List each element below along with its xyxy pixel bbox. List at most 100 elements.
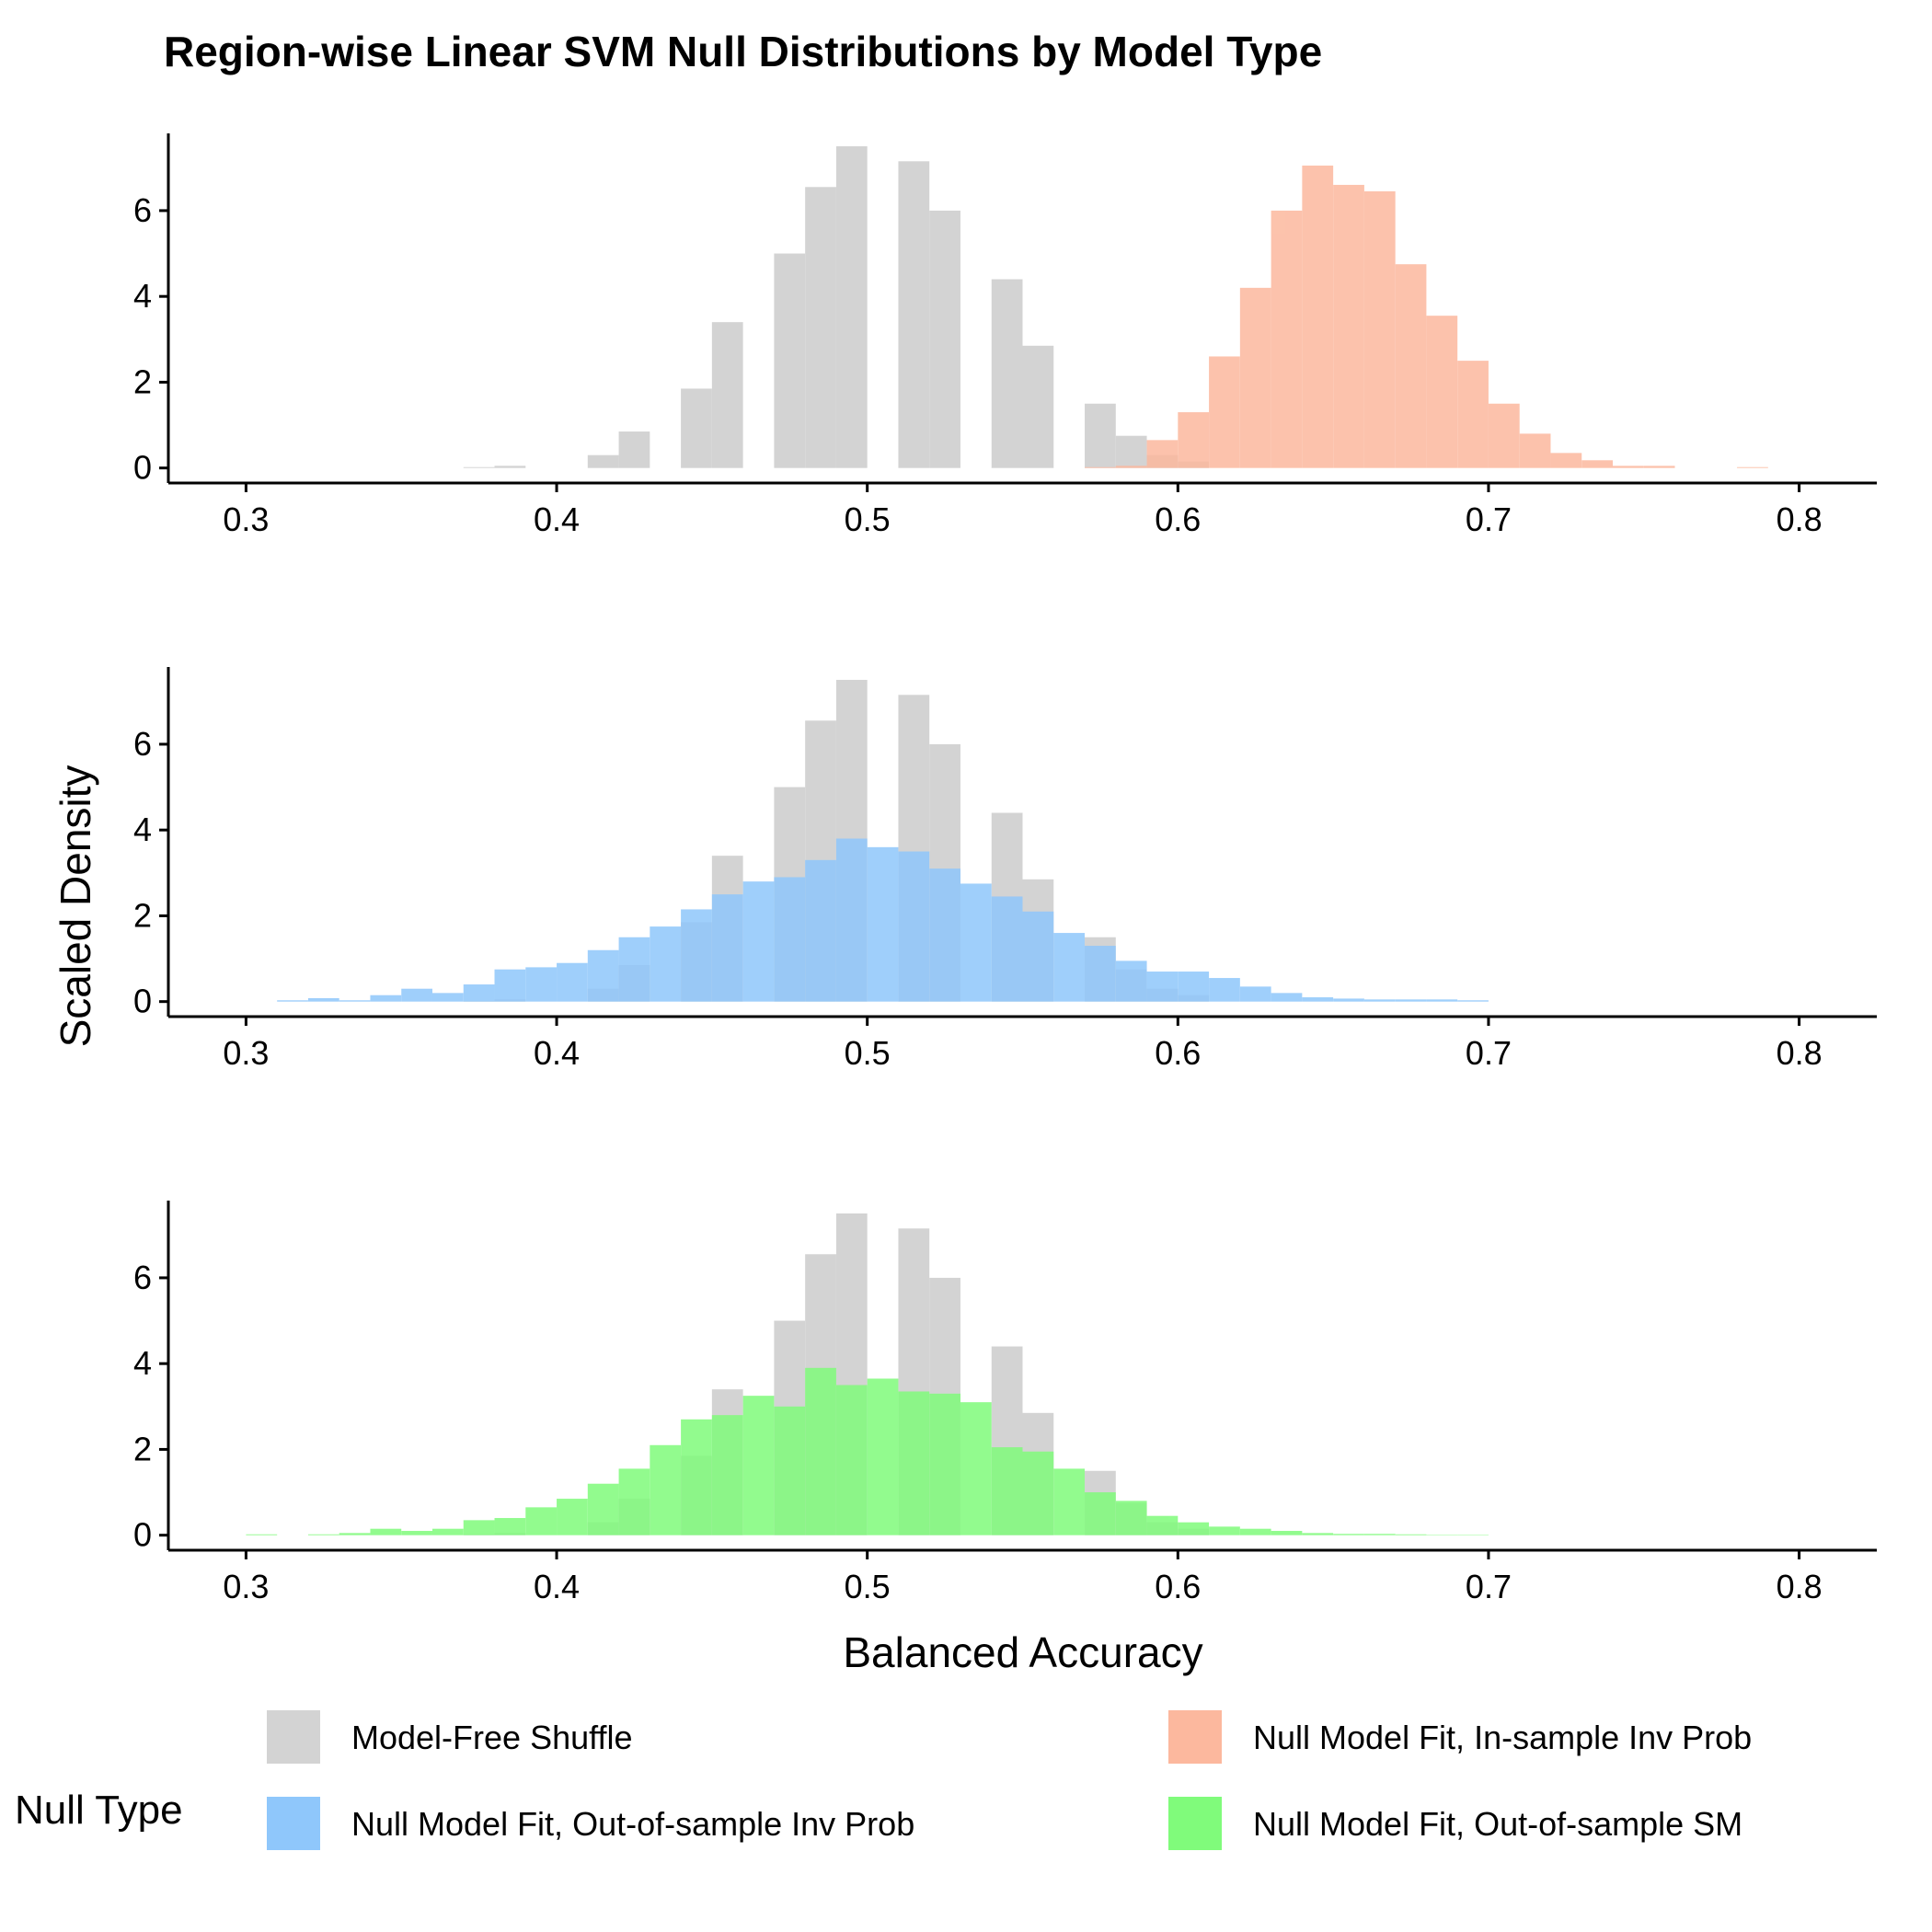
histogram-bar — [1178, 412, 1210, 468]
y-tick-label: 6 — [133, 191, 152, 229]
legend-swatch — [1168, 1710, 1222, 1764]
histogram-bar — [618, 1468, 650, 1535]
x-tick-label: 0.3 — [223, 1568, 269, 1605]
histogram-bar — [1363, 1534, 1396, 1535]
histogram-bar — [1363, 190, 1396, 468]
histogram-bar — [681, 388, 712, 468]
histogram-bar — [1115, 960, 1147, 1002]
histogram-bar — [835, 1385, 868, 1535]
chart-title: Region-wise Linear SVM Null Distribution… — [164, 28, 1322, 75]
histogram-bar — [618, 431, 650, 468]
histogram-bar — [1302, 1533, 1334, 1535]
histogram-bar — [525, 967, 558, 1002]
y-tick-label: 2 — [133, 896, 152, 934]
histogram-bar — [463, 984, 495, 1002]
histogram-bar — [774, 1406, 806, 1535]
histogram-bar — [1426, 316, 1458, 468]
histogram-bar — [929, 210, 960, 468]
histogram-bar — [494, 969, 526, 1002]
histogram-bar — [1115, 435, 1147, 468]
histogram-bar — [525, 1507, 558, 1535]
histogram-bar — [960, 883, 992, 1002]
histogram-bar — [1333, 1534, 1364, 1535]
histogram-bar — [650, 926, 682, 1002]
histogram-bar — [1053, 1468, 1086, 1535]
histogram-bar — [1085, 946, 1116, 1002]
legend-item: Null Model Fit, Out-of-sample Inv Prob — [267, 1797, 914, 1850]
legend-swatch — [267, 1710, 320, 1764]
series-overlay — [277, 838, 1489, 1002]
histogram-bar — [960, 1402, 992, 1535]
legend: Null Type Model-Free Shuffle Null Model F… — [15, 1710, 1752, 1850]
histogram-bar — [1146, 972, 1179, 1002]
histogram-bar — [1146, 1515, 1179, 1535]
x-tick-label: 0.6 — [1155, 1034, 1201, 1072]
histogram-bar — [1022, 345, 1054, 468]
series-overlay — [1085, 165, 1768, 468]
x-axis-title: Balanced Accuracy — [843, 1628, 1202, 1676]
histogram-bar — [1022, 1451, 1054, 1535]
histogram-bar — [1302, 997, 1334, 1002]
histogram-bar — [431, 993, 464, 1002]
histogram-bar — [494, 466, 526, 468]
y-tick-label: 0 — [133, 1516, 152, 1554]
histogram-bar — [774, 877, 806, 1002]
histogram-bar — [1581, 460, 1614, 468]
histogram-bar — [1085, 466, 1116, 468]
histogram-bar — [1209, 356, 1240, 468]
x-tick-label: 0.4 — [534, 1568, 580, 1605]
histogram-bar — [1271, 1531, 1303, 1535]
histogram-bar — [1239, 287, 1271, 468]
histogram-bar — [867, 846, 899, 1002]
histogram-bar — [805, 859, 836, 1002]
histogram-bar — [1209, 1526, 1240, 1535]
histogram-bar — [1178, 1522, 1210, 1535]
y-axis-title: Scaled Density — [52, 765, 99, 1048]
legend-item: Null Model Fit, Out-of-sample SM — [1168, 1797, 1742, 1850]
y-tick-label: 0 — [133, 983, 152, 1020]
histogram-bar — [307, 997, 339, 1002]
histogram-bar — [1395, 264, 1427, 468]
histogram-bar — [835, 145, 868, 468]
histogram-bar — [1146, 440, 1179, 468]
x-tick-label: 0.5 — [845, 1034, 891, 1072]
legend-label: Model-Free Shuffle — [351, 1719, 633, 1756]
histogram-bar — [587, 454, 619, 468]
legend-item: Null Model Fit, In-sample Inv Prob — [1168, 1710, 1752, 1764]
histogram-bar — [587, 1483, 619, 1535]
histogram-bar — [1519, 433, 1551, 468]
x-tick-label: 0.8 — [1777, 500, 1823, 538]
histogram-bar — [1115, 1501, 1147, 1535]
legend-title: Null Type — [15, 1788, 183, 1833]
histogram-bar — [835, 838, 868, 1002]
histogram-bar — [681, 1419, 712, 1535]
y-tick-label: 6 — [133, 1259, 152, 1296]
x-tick-label: 0.7 — [1466, 500, 1512, 538]
series-background — [463, 145, 1210, 468]
histogram-bar — [929, 1393, 960, 1535]
legend-label: Null Model Fit, In-sample Inv Prob — [1253, 1719, 1752, 1756]
x-tick-label: 0.7 — [1466, 1568, 1512, 1605]
x-tick-label: 0.3 — [223, 1034, 269, 1072]
histogram-bar — [1271, 993, 1303, 1002]
panel-2: 0 2 4 6 0.3 0.4 0.5 0.6 0.7 0.8 — [133, 667, 1877, 1072]
histogram-bar — [277, 1000, 308, 1002]
histogram-bar — [401, 988, 432, 1002]
histogram-bar — [991, 279, 1023, 468]
histogram-bar — [463, 466, 495, 468]
x-tick-label: 0.6 — [1155, 500, 1201, 538]
histogram-bar — [1333, 184, 1364, 468]
x-tick-label: 0.7 — [1466, 1034, 1512, 1072]
histogram-bar — [711, 322, 743, 468]
legend-swatch — [267, 1797, 320, 1850]
x-tick-label: 0.4 — [534, 1034, 580, 1072]
legend-label: Null Model Fit, Out-of-sample Inv Prob — [351, 1805, 914, 1843]
series-overlay — [246, 1367, 1489, 1535]
histogram-bar — [618, 937, 650, 1002]
histogram-bar — [1053, 933, 1086, 1002]
histogram-bar — [1239, 1528, 1271, 1535]
x-tick-label: 0.5 — [845, 1568, 891, 1605]
histogram-bar — [1488, 403, 1520, 468]
x-tick-label: 0.4 — [534, 500, 580, 538]
histogram-bar — [1363, 999, 1396, 1002]
